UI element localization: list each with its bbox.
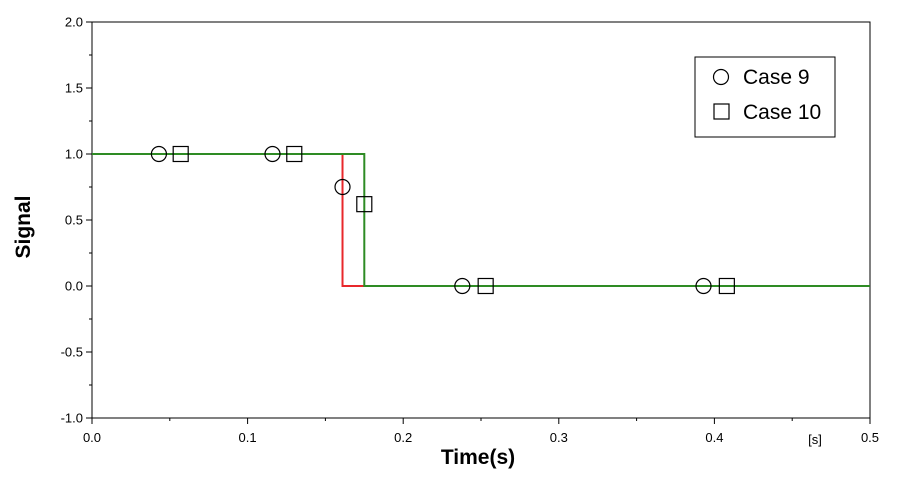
legend-case10-label: Case 10: [743, 101, 821, 124]
series-line-case10: [92, 153, 870, 287]
case9-circle-marker: [150, 145, 168, 163]
x-tick-label: 0.1: [239, 430, 257, 445]
y-axis: 2.0 1.5 1.0 0.5 0.0 -0.5 -1.0: [61, 15, 92, 426]
y-axis-title: Signal: [12, 195, 35, 258]
x-axis: 0.0 0.1 0.2 0.3 0.4 0.5: [83, 418, 879, 445]
x-tick-label: 0.2: [394, 430, 412, 445]
x-tick-label: 0.5: [861, 430, 879, 445]
legend-case9-label: Case 9: [743, 66, 810, 89]
x-axis-title: Time(s): [441, 446, 515, 469]
series-lines: [92, 153, 870, 287]
y-tick-label: -0.5: [61, 345, 83, 360]
y-tick-label: 1.5: [65, 81, 83, 96]
series-markers: [150, 145, 735, 295]
legend: Case 9 Case 10: [694, 56, 836, 138]
case10-square-marker: [718, 277, 735, 295]
case9-circle-marker: [264, 145, 281, 163]
legend-case10-marker-icon: [713, 103, 730, 120]
case9-circle-marker: [334, 178, 351, 196]
case9-circle-marker: [454, 277, 471, 295]
case10-square-marker: [477, 277, 494, 295]
case9-circle-marker: [695, 277, 712, 295]
y-tick-label: 1.0: [65, 147, 83, 162]
y-tick-label: 0.5: [65, 213, 83, 228]
y-tick-label: 2.0: [65, 15, 83, 30]
y-tick-label: -1.0: [61, 411, 83, 426]
y-tick-label: 0.0: [65, 279, 83, 294]
x-axis-unit: [s]: [808, 432, 822, 447]
legend-case9-marker-icon: [712, 68, 730, 86]
case10-square-marker: [356, 196, 373, 213]
x-tick-label: 0.0: [83, 430, 101, 445]
x-tick-label: 0.4: [705, 430, 723, 445]
case10-square-marker: [172, 145, 189, 163]
case10-square-marker: [286, 145, 303, 163]
x-tick-label: 0.3: [550, 430, 568, 445]
